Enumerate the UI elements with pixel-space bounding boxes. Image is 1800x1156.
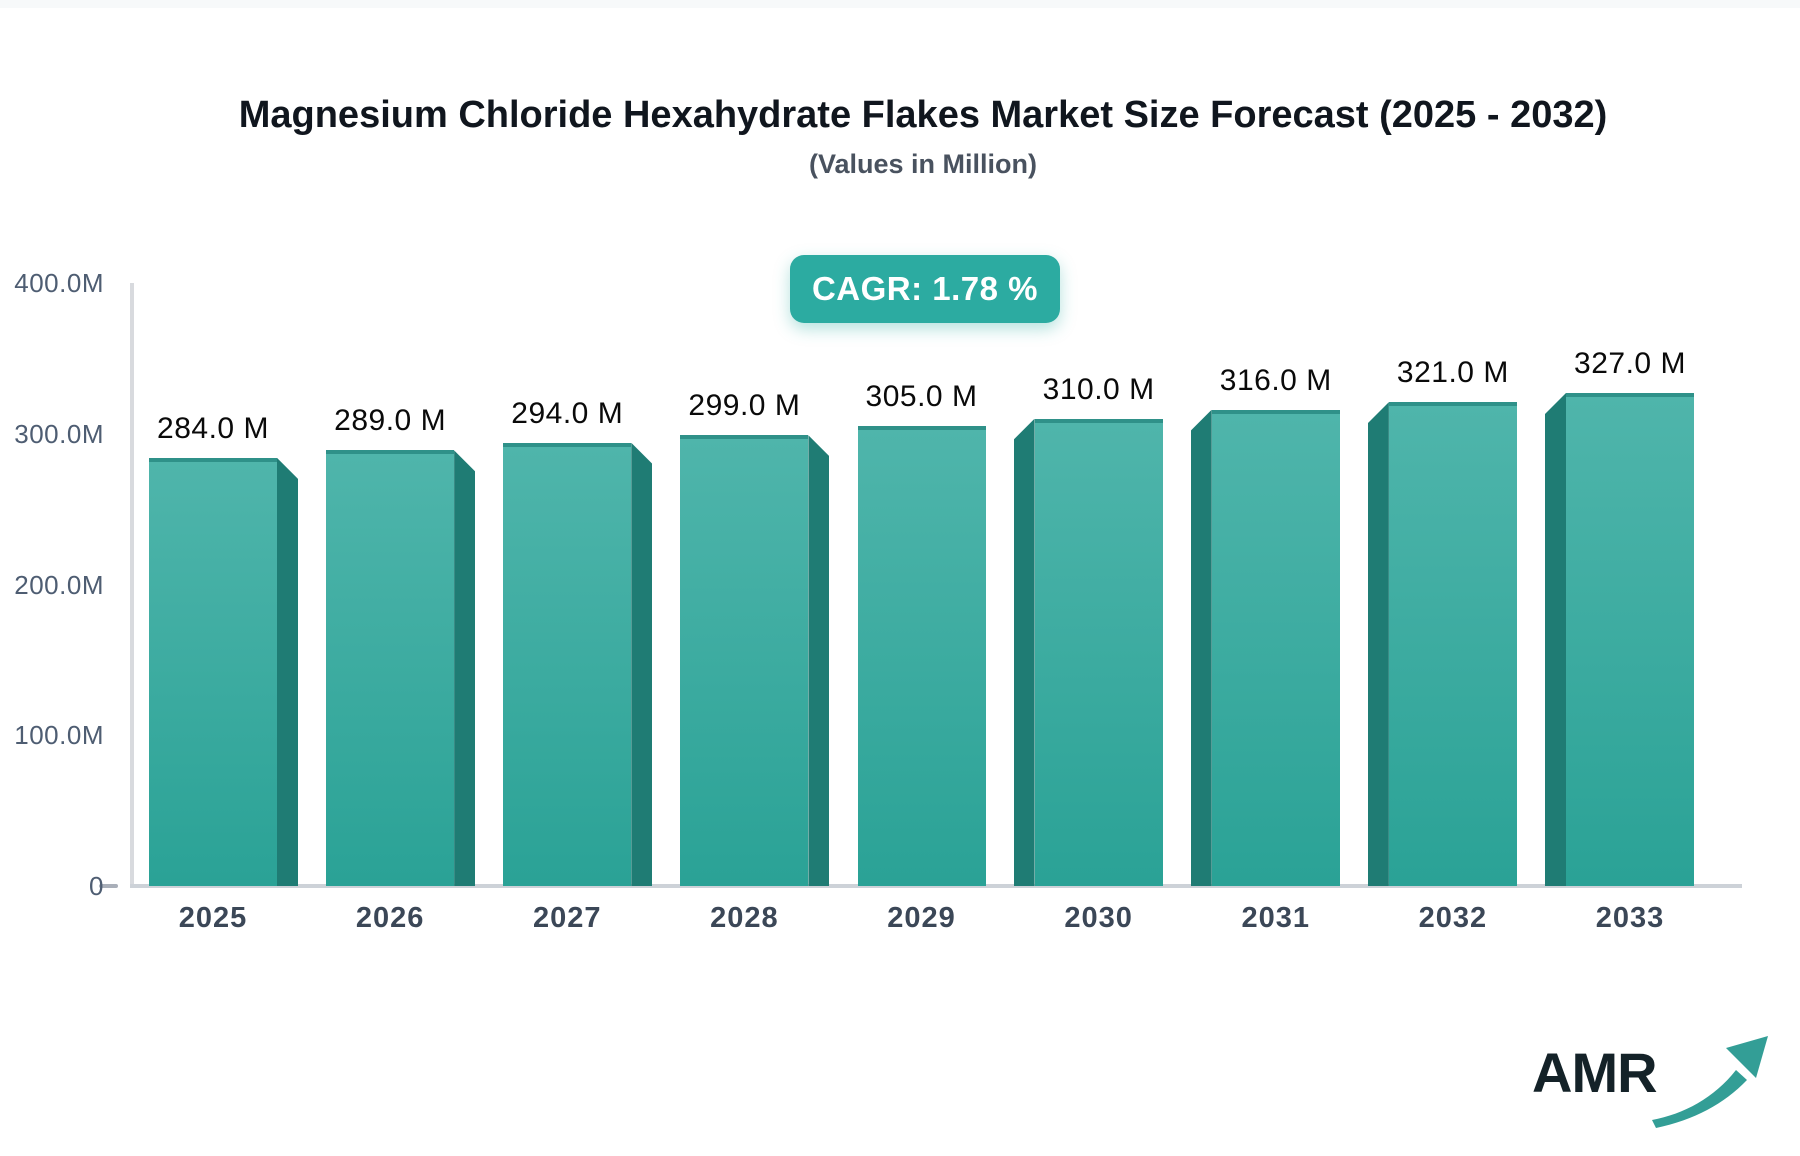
y-axis-label: 200.0M <box>14 569 104 600</box>
x-axis-label: 2026 <box>355 902 425 934</box>
chart-subtitle: (Values in Million) <box>808 149 1038 179</box>
bar <box>1388 402 1517 886</box>
bar <box>857 426 986 886</box>
top-strip <box>0 0 1800 8</box>
bar <box>503 442 632 886</box>
bar <box>149 457 277 886</box>
bar <box>326 450 455 886</box>
x-axis-label: 2027 <box>532 902 602 934</box>
growth-arrow-icon <box>1652 1036 1768 1128</box>
bar-3d-side <box>1367 402 1389 886</box>
bar-value-label: 289.0 M <box>334 404 447 438</box>
y-axis-label: 0 <box>89 871 104 901</box>
bar-value-label: 299.0 M <box>688 389 801 423</box>
y-axis-label: 300.0M <box>14 418 104 449</box>
chart-title: Magnesium Chloride Hexahydrate Flakes Ma… <box>238 94 1608 136</box>
bar-value-label: 316.0 M <box>1219 363 1332 397</box>
bar-3d-side <box>277 457 298 886</box>
bar-3d-side <box>1545 393 1566 886</box>
bar-value-label: 310.0 M <box>1042 372 1155 406</box>
bar-3d-side <box>1190 409 1212 886</box>
x-axis-label: 2029 <box>887 902 956 934</box>
bar <box>1034 418 1163 886</box>
bar-3d-side <box>808 435 830 886</box>
y-axis-label: 400.0M <box>14 268 104 298</box>
y-axis-line <box>130 283 134 888</box>
x-axis-label: 2031 <box>1241 902 1310 934</box>
cagr-badge: CAGR: 1.78 % <box>790 255 1060 323</box>
x-axis-label: 2033 <box>1595 902 1665 934</box>
x-axis-label: 2025 <box>178 902 248 934</box>
zero-tick-mark <box>99 884 118 888</box>
bar-3d-side <box>1013 418 1035 886</box>
amr-logo-text: AMR <box>1532 1041 1658 1104</box>
bar-value-label: 284.0 M <box>157 411 269 445</box>
chart-header: Magnesium Chloride Hexahydrate Flakes Ma… <box>46 0 1800 180</box>
x-axis-label: 2030 <box>1064 902 1133 934</box>
y-axis-label: 100.0M <box>14 720 104 751</box>
x-axis-label: 2032 <box>1418 902 1488 934</box>
bar-value-label: 321.0 M <box>1396 356 1509 390</box>
bar <box>1211 409 1340 886</box>
bar <box>1566 393 1694 886</box>
x-axis-line <box>130 884 1742 888</box>
bar-3d-side <box>631 442 653 886</box>
bar-value-label: 305.0 M <box>865 380 978 414</box>
bar <box>680 435 809 886</box>
amr-logo: AMR <box>1532 1036 1768 1128</box>
bar-value-label: 294.0 M <box>511 396 624 430</box>
bar-value-label: 327.0 M <box>1574 347 1686 381</box>
bar-3d-side <box>454 450 476 886</box>
x-axis-label: 2028 <box>710 902 779 934</box>
